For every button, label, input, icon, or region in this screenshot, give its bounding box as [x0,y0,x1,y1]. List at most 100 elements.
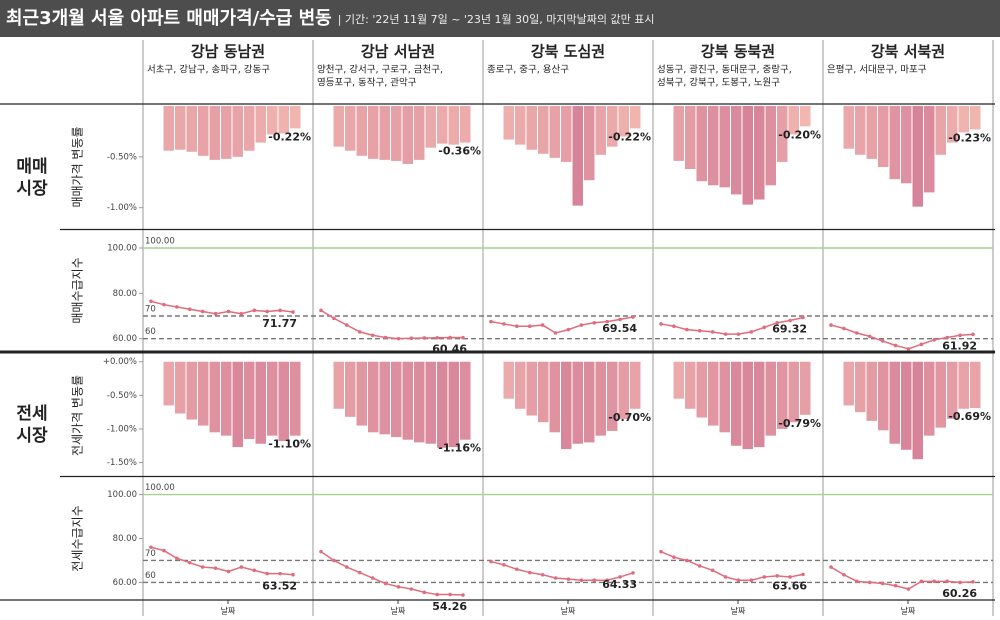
bar [742,361,753,450]
line-point [788,575,792,579]
region-districts: 서초구, 강남구, 송파구, 강동구 [147,65,270,76]
bar [742,106,753,205]
bar [947,106,958,143]
value-label: -0.79% [778,417,821,430]
bar [947,361,958,419]
bar [584,361,595,443]
bar [708,106,719,186]
bar [267,361,278,436]
line-point [906,347,911,351]
line-point [396,585,401,589]
line-point [448,335,452,340]
value-label: 63.66 [772,579,807,592]
line-point [422,336,427,340]
bar [708,361,719,426]
bar [209,106,220,160]
bar [754,361,765,448]
bar [800,106,811,127]
line-point [200,309,205,314]
line-point [461,335,465,340]
line-point [893,583,898,588]
line-point [357,330,362,334]
line-point [187,307,192,312]
bar [572,106,583,206]
bar [368,361,379,433]
bar [175,361,186,414]
region-name: 강북 동북권 [701,43,775,61]
bar [414,361,425,443]
line-point [319,549,323,554]
line-point [749,578,754,583]
bar [425,361,436,444]
bar [561,361,572,450]
header-bar [0,0,1000,37]
line-point [489,559,493,564]
line-point [149,545,153,550]
bar [515,361,526,409]
bar [356,106,367,156]
value-label: -0.20% [778,128,821,141]
line-point [618,575,622,579]
line-point [762,325,767,330]
bar [244,361,255,440]
line-point [291,572,295,577]
bar [437,106,448,144]
bar [345,106,356,151]
reference-label: 100.00 [145,483,175,493]
bar [618,361,629,419]
bar [163,361,174,406]
line-point [932,338,937,342]
line-point [710,568,715,573]
value-label: 54.26 [432,600,467,613]
line-point [200,565,205,569]
bar [630,106,641,129]
line-point [958,580,962,585]
line-point [659,322,663,326]
y-tick-label: -1.00% [107,424,137,434]
bar [800,361,811,415]
line-point [162,302,166,307]
bar [935,106,946,155]
bar [333,106,344,147]
value-label: 63.52 [262,580,297,593]
bar [607,106,618,147]
y-tick-label: 60.00 [113,334,137,344]
line-point [357,570,362,575]
line-point [527,324,532,329]
market-label: 전세 [16,404,47,424]
bar [901,361,912,450]
line-series [320,309,464,340]
bar [777,361,788,429]
bar [618,106,629,137]
y-tick-label: -0.50% [107,391,137,401]
line-point [932,579,937,584]
line-point [187,560,192,565]
reference-label: 60 [145,327,156,337]
line-point [659,549,663,554]
bar [402,106,413,164]
bar [719,361,730,433]
bar [448,361,459,448]
line-point [697,328,702,333]
value-label: -0.23% [948,131,991,144]
x-axis-label: 날짜 [901,606,916,616]
bar [630,361,641,409]
line-point [855,331,859,335]
reference-label: 70 [145,305,156,315]
line-point [566,577,571,581]
bar [855,106,866,155]
x-axis-label: 날짜 [391,606,406,616]
bar [333,361,344,409]
line-point [239,565,244,569]
line-point [829,323,833,327]
region-districts: 양천구, 강서구, 구로구, 금천구, [317,65,443,76]
line-point [592,578,597,583]
bar [685,361,696,409]
bar [526,361,537,416]
line-point [383,581,388,586]
line-series [660,550,804,581]
line-point [880,339,885,343]
bar [175,106,186,150]
value-label: 69.54 [602,322,637,335]
bar [788,106,799,135]
